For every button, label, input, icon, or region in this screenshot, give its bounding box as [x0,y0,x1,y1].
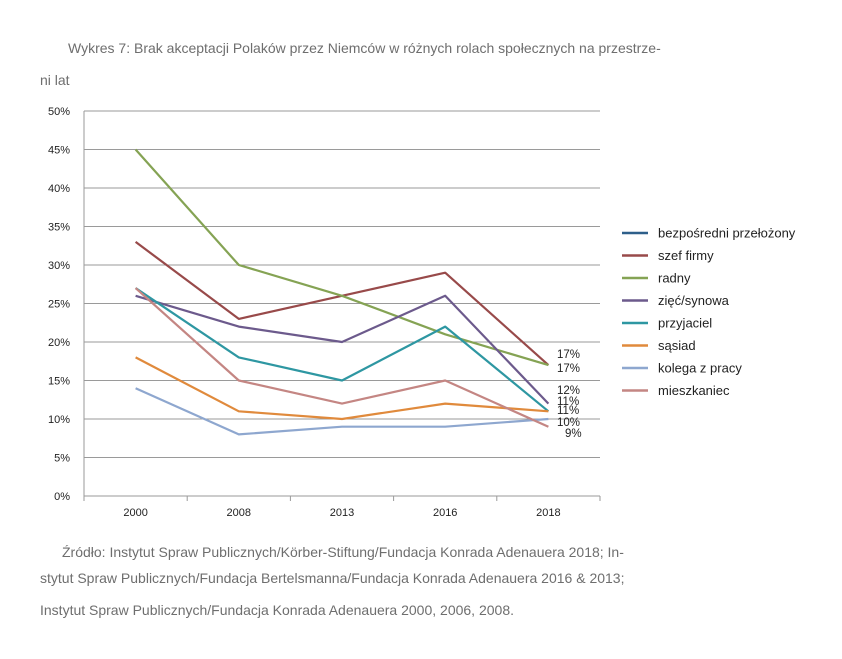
legend-entry: sąsiad [658,338,696,353]
y-tick-label: 0% [54,491,70,503]
chart-title-line-2: ni lat [40,72,70,88]
data-label: 12% [557,385,580,397]
x-tick-label: 2008 [227,507,251,519]
x-tick-label: 2018 [536,507,560,519]
source-note-line-1: Źródło: Instytut Spraw Publicznych/Körbe… [62,544,624,560]
source-note-line-2: stytut Spraw Publicznych/Fundacja Bertel… [40,570,625,586]
data-label: 10% [557,417,580,429]
x-tick-label: 2000 [123,507,147,519]
data-label: 9% [565,428,582,440]
legend-entry: bezpośredni przełożony [658,226,796,241]
y-tick-label: 35% [48,222,70,234]
series-line [135,356,549,421]
series-line [134,287,549,428]
legend-entry: szef firmy [658,248,714,263]
chart-title-line-1: Wykres 7: Brak akceptacji Polaków przez … [68,40,661,56]
y-tick-label: 50% [48,106,70,118]
line-chart: 0% 5% 10% 15% 20% 25% 30% 35% 40% 45% 50% 2000 2008 2… [48,106,796,519]
data-label: 17% [557,349,580,361]
legend-entry: zięć/synowa [658,293,730,308]
x-tick-label: 2013 [330,507,354,519]
data-label: 11% [557,396,579,408]
series-line [134,148,549,367]
x-tick-label: 2016 [433,507,457,519]
y-tick-label: 40% [48,183,70,195]
source-note-line-3: Instytut Spraw Publicznych/Fundacja Konr… [40,602,514,618]
y-tick-label: 15% [48,376,70,388]
y-tick-label: 30% [48,260,70,272]
legend-entry: przyjaciel [658,316,712,331]
y-tick-label: 10% [48,414,70,426]
series-line [135,294,550,405]
y-tick-label: 45% [48,145,70,157]
series-line [135,387,549,436]
y-tick-label: 25% [48,299,70,311]
data-label: 11% [557,405,579,417]
series-line [134,287,550,413]
legend-entry: mieszkaniec [658,383,730,398]
data-label: 17% [557,363,580,375]
legend-entry: radny [658,271,691,286]
legend-entry: kolega z pracy [658,361,742,376]
y-tick-label: 20% [48,337,70,349]
y-tick-label: 5% [54,453,70,465]
